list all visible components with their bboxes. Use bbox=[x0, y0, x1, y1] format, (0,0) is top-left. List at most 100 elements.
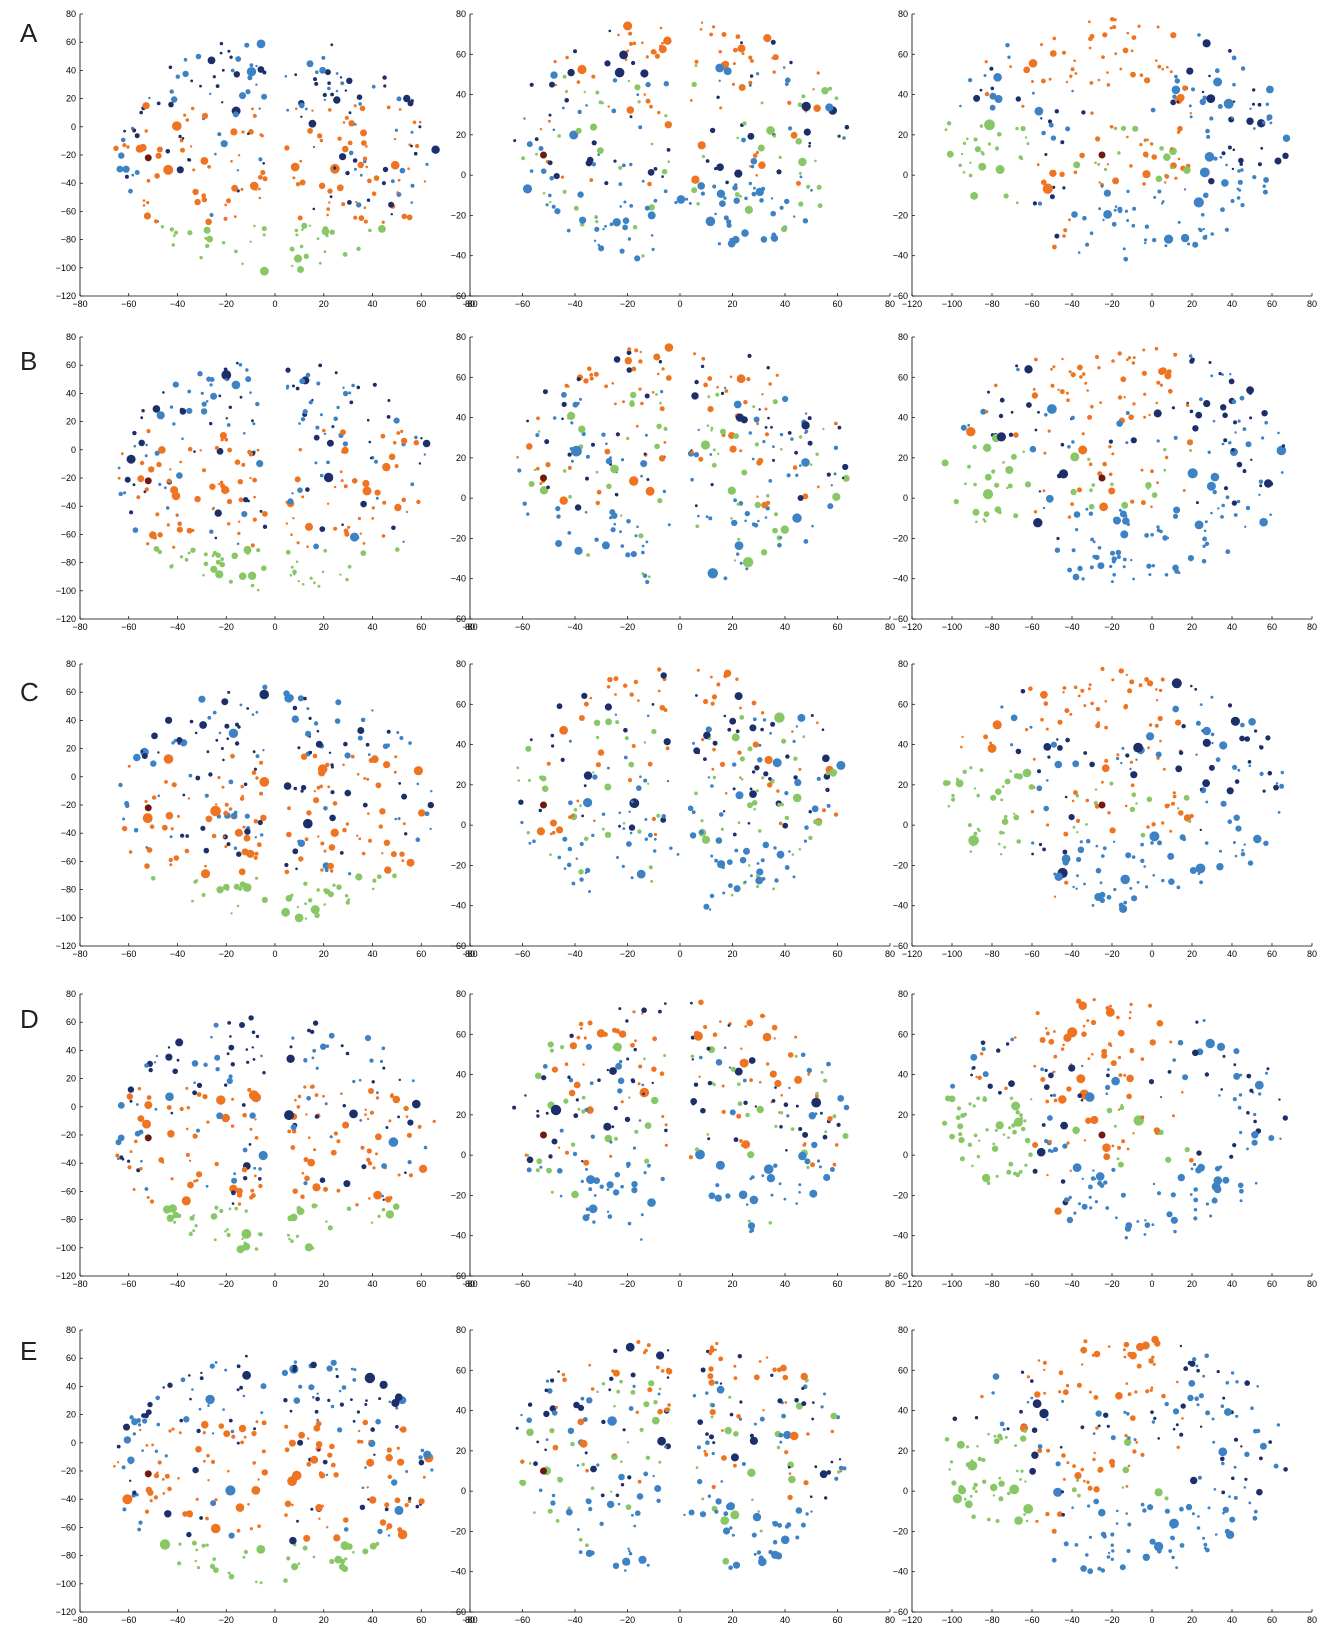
electrode-point bbox=[311, 1056, 315, 1060]
electrode-point bbox=[1031, 1427, 1038, 1433]
electrode-point bbox=[706, 1046, 711, 1051]
electrode-point bbox=[1042, 489, 1046, 493]
electrode-point bbox=[719, 1382, 723, 1385]
electrode-point bbox=[185, 1086, 189, 1090]
electrode-point bbox=[548, 1154, 553, 1159]
electrode-point bbox=[212, 75, 216, 79]
electrode-point bbox=[238, 497, 244, 503]
electrode-point bbox=[116, 165, 124, 173]
electrode-point bbox=[375, 782, 382, 789]
electrode-point bbox=[1197, 1515, 1200, 1518]
electrode-point bbox=[333, 1472, 339, 1478]
electrode-point bbox=[318, 363, 323, 368]
electrode-point bbox=[1049, 50, 1057, 57]
electrode-point bbox=[1206, 481, 1216, 491]
electrode-point bbox=[1195, 1166, 1202, 1174]
electrode-point bbox=[137, 1087, 142, 1091]
electrode-point bbox=[297, 1562, 301, 1565]
electrode-point bbox=[644, 837, 648, 841]
electrode-point bbox=[827, 503, 834, 510]
electrode-point bbox=[719, 761, 726, 768]
electrode-point bbox=[221, 68, 225, 72]
electrode-point bbox=[708, 908, 712, 911]
electrode-point bbox=[1067, 445, 1071, 449]
electrode-point bbox=[129, 1415, 134, 1420]
electrode-point bbox=[367, 812, 370, 815]
electrode-point bbox=[1151, 492, 1158, 498]
electrode-point bbox=[803, 539, 809, 544]
electrode-point bbox=[1079, 152, 1085, 159]
electrode-point bbox=[529, 82, 534, 87]
electrode-point bbox=[1229, 373, 1232, 376]
electrode-point bbox=[631, 1181, 638, 1188]
electrode-point bbox=[128, 850, 133, 854]
electrode-point bbox=[957, 1123, 964, 1130]
y-tick-label: 20 bbox=[66, 94, 76, 104]
electrode-point bbox=[179, 1106, 184, 1112]
electrode-point bbox=[1239, 1130, 1243, 1135]
electrode-point bbox=[1245, 441, 1252, 448]
electrode-point bbox=[315, 1441, 323, 1448]
electrode-point bbox=[1087, 687, 1091, 691]
electrode-point bbox=[536, 416, 540, 421]
electrode-point bbox=[748, 165, 752, 168]
electrode-point bbox=[1044, 413, 1048, 417]
electrode-point bbox=[728, 883, 733, 888]
electrode-point bbox=[203, 561, 209, 567]
electrode-point bbox=[1160, 677, 1165, 682]
electrode-point bbox=[1011, 1101, 1021, 1111]
electrode-point bbox=[204, 236, 208, 240]
electrode-point bbox=[385, 1528, 389, 1531]
electrode-point bbox=[1036, 1147, 1046, 1157]
electrode-point bbox=[239, 881, 246, 888]
electrode-point bbox=[1166, 369, 1172, 375]
electrode-point bbox=[707, 568, 718, 579]
electrode-point bbox=[316, 237, 320, 241]
electrode-point bbox=[1175, 765, 1183, 773]
electrode-point bbox=[811, 1141, 818, 1149]
electrode-point bbox=[1117, 1108, 1121, 1111]
electrode-point bbox=[1252, 175, 1257, 180]
electrode-point bbox=[1163, 153, 1171, 161]
electrode-point bbox=[379, 808, 386, 815]
electrode-point bbox=[386, 729, 391, 734]
electrode-point bbox=[301, 1210, 305, 1214]
electrode-point bbox=[1009, 1096, 1014, 1101]
electrode-point bbox=[424, 811, 430, 817]
electrode-point bbox=[733, 559, 737, 562]
electrode-point bbox=[1042, 506, 1046, 510]
electrode-point bbox=[327, 862, 334, 870]
electrode-point bbox=[1222, 412, 1228, 419]
electrode-point bbox=[815, 1091, 819, 1096]
electrode-point bbox=[776, 1367, 782, 1373]
electrode-point bbox=[990, 86, 995, 91]
electrode-point bbox=[757, 1510, 761, 1513]
electrode-point bbox=[366, 1458, 375, 1467]
electrode-point bbox=[394, 1393, 403, 1401]
electrode-point bbox=[539, 486, 549, 495]
electrode-point bbox=[148, 96, 151, 100]
electrode-point bbox=[778, 1432, 784, 1438]
electrode-point bbox=[728, 1565, 733, 1570]
electrode-point bbox=[360, 1145, 365, 1150]
electrode-point bbox=[640, 1238, 643, 1241]
electrode-point bbox=[1129, 1002, 1133, 1007]
electrode-point bbox=[739, 776, 742, 779]
electrode-point bbox=[716, 189, 726, 198]
electrode-point bbox=[1049, 194, 1055, 200]
electrode-point bbox=[304, 917, 308, 920]
electrode-point bbox=[1192, 241, 1199, 248]
electrode-point bbox=[1150, 1410, 1154, 1414]
electrode-point bbox=[304, 902, 307, 906]
electrode-point bbox=[182, 1511, 189, 1517]
electrode-point bbox=[1193, 1216, 1198, 1221]
electrode-point bbox=[183, 57, 188, 62]
electrode-point bbox=[1232, 82, 1236, 87]
electrode-point bbox=[1181, 1417, 1184, 1420]
electrode-point bbox=[178, 134, 182, 139]
electrode-point bbox=[1231, 500, 1238, 506]
electrode-point bbox=[373, 1453, 376, 1457]
electrode-point bbox=[399, 1427, 404, 1432]
electrode-point bbox=[301, 495, 305, 499]
electrode-point bbox=[401, 859, 405, 863]
